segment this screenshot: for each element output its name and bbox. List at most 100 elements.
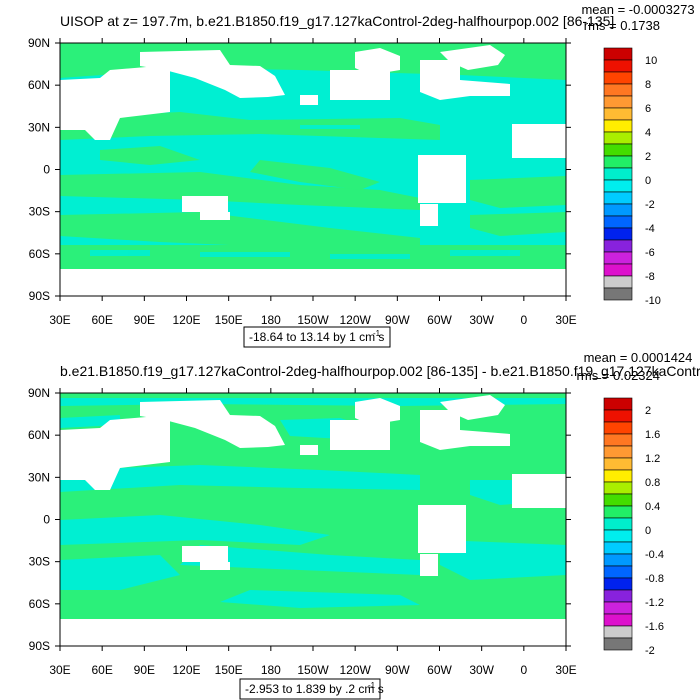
panel-1-green-bands	[60, 43, 566, 269]
colorbar-swatch	[603, 409, 633, 423]
colorbar-swatch	[603, 577, 633, 591]
panel-2-y-axis: 90N 60N 30N 0 30S 60S 90S	[28, 386, 571, 653]
panel-1-mean: mean = -0.0003273	[581, 2, 694, 17]
colorbar-label: 2	[645, 151, 651, 163]
panel-2-rms: rms = 0.02324	[577, 368, 660, 383]
colorbar-swatch	[603, 397, 633, 411]
colorbar-swatch	[603, 421, 633, 435]
panel-1-title: UISOP at z= 197.7m, b.e21.B1850.f19_g17.…	[60, 13, 614, 29]
colorbar-swatch	[603, 287, 633, 301]
colorbar-swatch	[603, 517, 633, 531]
x-tick-label: 30E	[555, 313, 576, 327]
x-tick-label: 0	[520, 313, 527, 327]
x-tick-label: 120W	[339, 663, 371, 677]
colorbar-swatch	[603, 179, 633, 193]
colorbar-swatch	[603, 203, 633, 217]
panel-1-y-axis: 90N 60N 30N 0 30S 60S 90S	[28, 36, 571, 303]
y-tick-label: 60N	[28, 428, 50, 442]
colorbar-swatch	[603, 637, 633, 651]
colorbar-label: -10	[645, 295, 661, 307]
x-tick-label: 90E	[134, 663, 155, 677]
panel-1-colorbar: 10 8 6 4 2 0 -2 -4 -6 -8 -10	[603, 47, 661, 307]
colorbar-label: 2	[645, 405, 651, 417]
x-tick-label: 150E	[215, 313, 243, 327]
colorbar-swatch	[603, 541, 633, 555]
colorbar-swatch	[603, 275, 633, 289]
panel-2-range-box: -2.953 to 1.839 by .2 cm s -1	[239, 678, 384, 700]
panel-2-colorbar: 2 1.6 1.2 0.8 0.4 0 -0.4 -0.8 -1.2 -1.6 -2	[603, 397, 664, 657]
x-tick-label: 30E	[555, 663, 576, 677]
colorbar-label: 6	[645, 103, 651, 115]
panel-1-rms: rms = 0.1738	[584, 18, 660, 33]
y-tick-label: 0	[43, 513, 50, 527]
colorbar-label: 1.6	[645, 429, 660, 441]
y-tick-label: 0	[43, 163, 50, 177]
panel-1: UISOP at z= 197.7m, b.e21.B1850.f19_g17.…	[28, 2, 695, 348]
colorbar-swatch	[603, 613, 633, 627]
colorbar-label: -1.2	[645, 597, 664, 609]
colorbar-label: -4	[645, 223, 655, 235]
x-tick-label: 120E	[172, 313, 200, 327]
panel-2-map	[59, 392, 567, 647]
x-tick-label: 30E	[49, 313, 70, 327]
panel-1-range-unit: -1	[373, 329, 381, 338]
colorbar-label: 0.8	[645, 477, 660, 489]
y-tick-label: 60S	[29, 597, 50, 611]
x-tick-label: 180	[261, 313, 281, 327]
y-tick-label: 90N	[28, 36, 50, 50]
x-tick-label: 30E	[49, 663, 70, 677]
colorbar-swatch	[603, 47, 633, 61]
panel-2-mean: mean = 0.0001424	[584, 350, 693, 365]
colorbar-label: 8	[645, 79, 651, 91]
panel-1-range-box: -18.64 to 13.14 by 1 cm s -1	[243, 326, 391, 348]
colorbar-label: -6	[645, 247, 655, 259]
x-tick-label: 60W	[427, 313, 452, 327]
colorbar-swatch	[603, 215, 633, 229]
colorbar-swatch	[603, 553, 633, 567]
panel-1-range-label: -18.64 to 13.14 by 1 cm s	[249, 330, 384, 344]
colorbar-label: 0	[645, 525, 651, 537]
y-tick-label: 30S	[29, 205, 50, 219]
colorbar-swatch	[603, 143, 633, 157]
colorbar-label: 0.4	[645, 501, 660, 513]
colorbar-swatch	[603, 505, 633, 519]
y-tick-label: 90S	[29, 289, 50, 303]
colorbar-swatch	[603, 83, 633, 97]
x-tick-label: 30W	[469, 313, 494, 327]
colorbar-label: -2	[645, 199, 655, 211]
panel-1-land	[60, 45, 566, 296]
x-tick-label: 60W	[427, 663, 452, 677]
colorbar-label: -8	[645, 271, 655, 283]
x-tick-label: 180	[261, 663, 281, 677]
colorbar-label: 4	[645, 127, 651, 139]
x-tick-label: 30W	[469, 663, 494, 677]
x-tick-label: 150W	[297, 313, 329, 327]
panel-2-range-unit: -1	[368, 681, 376, 690]
panel-1-x-axis: 30E 60E 90E 120E 150E 180 150W 120W 90W 60W 30W 0 30…	[49, 38, 577, 327]
colorbar-label: -0.8	[645, 573, 664, 585]
colorbar-swatch	[603, 457, 633, 471]
colorbar-swatch	[603, 445, 633, 459]
colorbar-label: -2	[645, 645, 655, 657]
y-tick-label: 90N	[28, 386, 50, 400]
y-tick-label: 30N	[28, 470, 50, 484]
x-tick-label: 120W	[339, 313, 371, 327]
colorbar-swatch	[603, 119, 633, 133]
panel-2-range-label: -2.953 to 1.839 by .2 cm s	[245, 682, 384, 696]
colorbar-swatch	[603, 493, 633, 507]
y-tick-label: 30S	[29, 555, 50, 569]
colorbar-swatch	[603, 601, 633, 615]
colorbar-swatch	[603, 529, 633, 543]
colorbar-label: -0.4	[645, 549, 664, 561]
colorbar-label: 0	[645, 175, 651, 187]
x-tick-label: 60E	[91, 663, 112, 677]
colorbar-swatch	[603, 469, 633, 483]
colorbar-swatch	[603, 227, 633, 241]
y-tick-label: 60S	[29, 247, 50, 261]
y-tick-label: 60N	[28, 78, 50, 92]
x-tick-label: 150W	[297, 663, 329, 677]
x-tick-label: 0	[520, 663, 527, 677]
colorbar-label: 10	[645, 55, 657, 67]
y-tick-label: 30N	[28, 120, 50, 134]
